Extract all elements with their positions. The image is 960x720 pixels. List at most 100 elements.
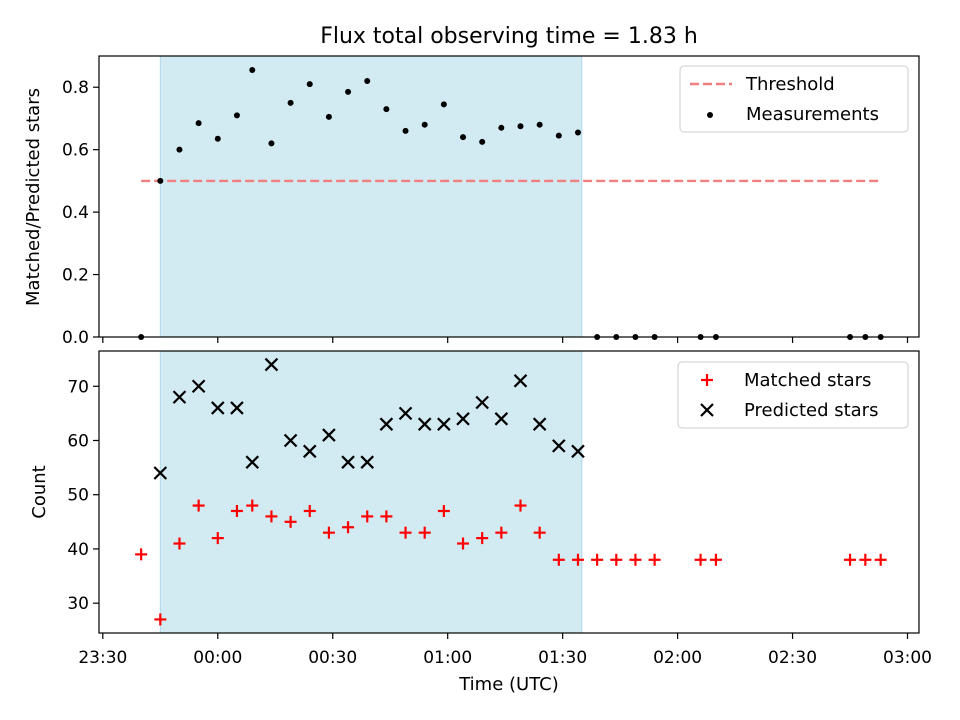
matched-star-point [418, 526, 431, 539]
predicted-star-point [437, 417, 451, 431]
matched-star-point [610, 553, 623, 566]
matched-star-point [342, 521, 355, 534]
x-tick-label: 02:00 [653, 648, 702, 668]
measurement-point [479, 138, 486, 145]
measurement-point [176, 146, 183, 153]
measurement-point [345, 88, 352, 95]
predicted-star-point-b [341, 455, 355, 469]
x-tick-label: 23:30 [78, 648, 127, 668]
predicted-star-point-b [264, 357, 279, 372]
matched-star-point [629, 553, 642, 566]
bottom-y-tick-label: 60 [67, 431, 89, 451]
predicted-star-point [513, 374, 528, 388]
matched-star-point [173, 537, 186, 550]
predicted-star-point [283, 433, 298, 448]
measurement-point [498, 124, 505, 131]
top-legend-measurements-label: Measurements [746, 104, 879, 125]
x-tick-label: 02:30 [768, 648, 817, 668]
legend-predicted-marker-b [700, 403, 714, 417]
matched-star-point [874, 553, 887, 566]
measurement-point [460, 134, 467, 141]
legend-matched-marker [701, 374, 713, 386]
bottom-legend-box [677, 361, 909, 429]
matched-star-point [514, 499, 527, 512]
matched-star-point [265, 510, 278, 523]
bottom-plot-frame [98, 350, 920, 634]
measurement-point [157, 177, 164, 184]
matched-star-point [399, 526, 412, 539]
measurement-point [233, 112, 240, 119]
predicted-star-point-b [437, 417, 451, 431]
matched-star-point [230, 504, 243, 517]
predicted-star-point [230, 401, 244, 415]
predicted-star-point [172, 390, 187, 404]
bottom-y-tick-label: 40 [67, 540, 89, 560]
predicted-star-point [475, 395, 489, 410]
matched-star-point [211, 532, 224, 545]
bottom-y-tick-label: 70 [67, 377, 89, 397]
matched-star-point [303, 504, 316, 517]
matched-star-point [495, 526, 508, 539]
measurement-point [306, 81, 313, 88]
top-y-axis-label: Matched/Predicted stars [23, 88, 44, 306]
x-tick-label: 03:00 [883, 648, 932, 668]
top-plot-frame [98, 55, 920, 338]
top-y-tick-label: 0.4 [62, 203, 89, 223]
x-tick-label: 00:00 [193, 648, 242, 668]
predicted-star-point-b [513, 374, 528, 388]
measurement-point [364, 77, 371, 84]
predicted-star-point-b [322, 428, 336, 442]
x-tick-label: 01:00 [423, 648, 472, 668]
x-axis-label: Time (UTC) [458, 674, 559, 695]
top-y-tick-label: 0.6 [62, 141, 89, 161]
predicted-star-point [532, 417, 547, 431]
top-legend-threshold-label: Threshold [745, 74, 835, 95]
measurement-point [195, 120, 202, 127]
matched-star-point [533, 526, 546, 539]
predicted-star-point [417, 417, 432, 431]
matched-star-point [361, 510, 374, 523]
bottom-observing-band [159, 350, 583, 634]
bottom-legend: Matched stars Predicted stars [677, 361, 909, 429]
bottom-y-tick-label: 30 [67, 594, 89, 614]
top-legend-measurements-swatch [707, 112, 713, 118]
bottom-legend-predicted-swatch [700, 403, 714, 417]
predicted-star-point-b [283, 433, 298, 448]
top-observing-band [159, 55, 583, 338]
predicted-star-point [552, 439, 566, 453]
x-tick-label: 00:30 [308, 648, 357, 668]
matched-star-point [135, 548, 148, 561]
matched-star-point [648, 553, 661, 566]
matched-star-point [694, 553, 707, 566]
matched-star-point [284, 515, 297, 528]
predicted-star-point [494, 412, 509, 426]
legend-predicted-marker [700, 403, 714, 417]
panel-top: 0.00.20.40.60.8 Matched/Predicted stars … [23, 55, 920, 348]
predicted-star-point [341, 455, 355, 469]
matched-star-point [192, 499, 205, 512]
predicted-star-point [398, 406, 413, 421]
measurement-point [383, 106, 390, 113]
predicted-star-point [360, 455, 375, 469]
matched-star-point [322, 526, 335, 539]
predicted-star-point [264, 357, 279, 372]
measurement-point [402, 127, 409, 134]
predicted-star-point-b [417, 417, 432, 431]
bottom-legend-predicted-label: Predicted stars [744, 400, 878, 421]
matched-star-point [154, 613, 167, 626]
panel-bottom: 30 40 50 60 70 23:30 00:00 00:30 01:00 01:30 02:00… [29, 350, 932, 695]
predicted-star-point-b [552, 439, 566, 453]
predicted-star-point [245, 455, 260, 469]
measurement-point [517, 123, 524, 130]
matched-star-point [380, 510, 393, 523]
matched-star-point [859, 553, 872, 566]
measurement-point [325, 113, 332, 120]
matched-star-point [476, 532, 489, 545]
predicted-star-point-b [191, 379, 206, 394]
predicted-star-point [191, 379, 206, 394]
predicted-star-point-b [456, 412, 470, 426]
measurement-point [287, 99, 294, 106]
predicted-star-point-b [302, 444, 317, 459]
matched-star-point [709, 553, 722, 566]
